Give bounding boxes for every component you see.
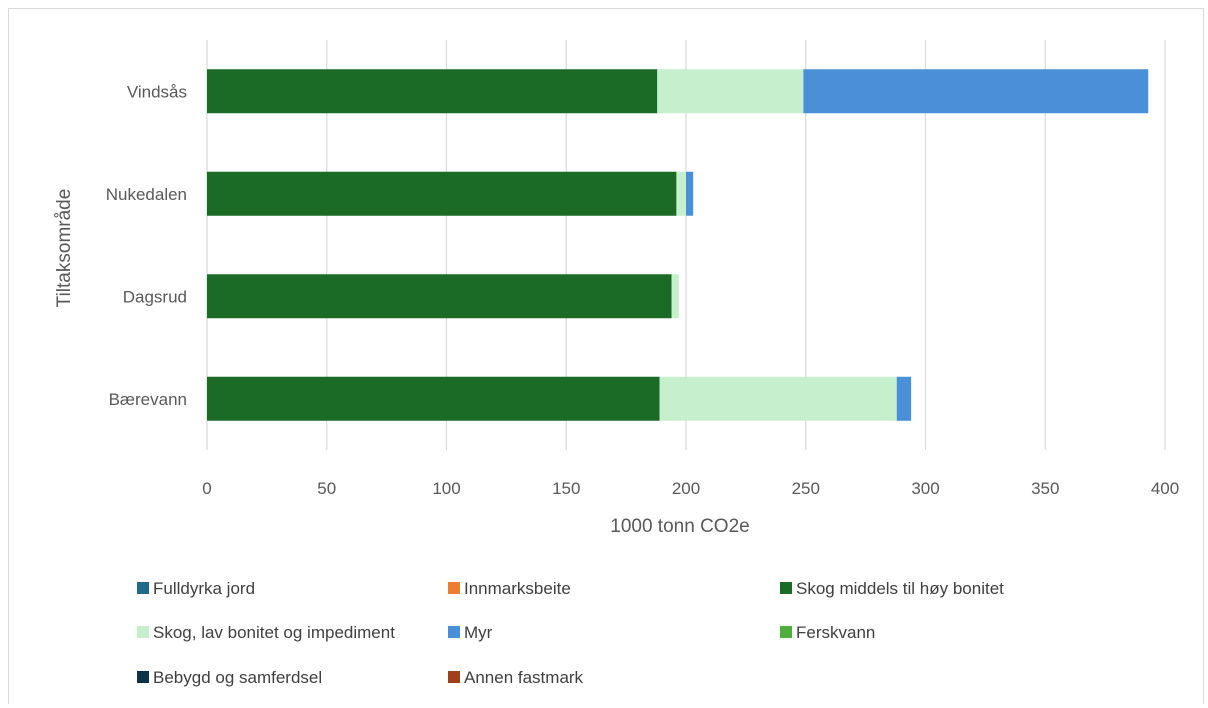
y-tick-label: Vindsås	[127, 82, 187, 101]
legend-swatch	[137, 582, 149, 594]
y-tick-label: Nukedalen	[106, 185, 187, 204]
x-tick-label: 300	[911, 479, 939, 498]
x-tick-label: 250	[792, 479, 820, 498]
x-tick-label: 0	[202, 479, 211, 498]
x-axis-title: 1000 tonn CO2e	[610, 516, 749, 537]
bar-dagsrud-skog-middels-til-høy-bonitet	[207, 274, 672, 319]
legend-label: Innmarksbeite	[464, 579, 571, 598]
y-tick-label: Bærevann	[109, 390, 187, 409]
bar-bærevann-skog-lav-bonitet-og-impediment	[659, 376, 897, 421]
legend-label: Bebygd og samferdsel	[153, 668, 322, 687]
legend-label: Annen fastmark	[464, 668, 584, 687]
y-axis-title: Tiltaksområde	[54, 189, 75, 308]
legend-label: Skog, lav bonitet og impediment	[153, 623, 395, 642]
legend: Fulldyrka jord Innmarksbeite Skog middels …	[137, 579, 1004, 687]
bar-bærevann-skog-middels-til-høy-bonitet	[207, 376, 660, 421]
legend-swatch	[780, 582, 792, 594]
legend-swatch	[137, 626, 149, 638]
x-tick-labels: 0 50 100 150 200 250 300 350 400	[202, 479, 1179, 498]
legend-swatch	[448, 671, 460, 683]
y-tick-label: Dagsrud	[123, 287, 187, 306]
legend-swatch	[448, 582, 460, 594]
legend-label: Ferskvann	[796, 623, 875, 642]
x-tick-label: 50	[317, 479, 336, 498]
legend-swatch	[780, 626, 792, 638]
legend-label: Skog middels til høy bonitet	[796, 579, 1004, 598]
legend-swatch	[137, 671, 149, 683]
bars	[207, 69, 1149, 421]
bar-dagsrud-skog-lav-bonitet-og-impediment	[671, 274, 679, 319]
legend-label: Fulldyrka jord	[153, 579, 255, 598]
x-tick-label: 350	[1031, 479, 1059, 498]
legend-swatch	[448, 626, 460, 638]
legend-label: Myr	[464, 623, 493, 642]
x-tick-label: 150	[552, 479, 580, 498]
bar-vindsås-myr	[803, 69, 1149, 114]
x-tick-label: 400	[1151, 479, 1179, 498]
bar-nukedalen-skog-lav-bonitet-og-impediment	[676, 171, 686, 216]
bar-bærevann-myr	[896, 376, 912, 421]
y-tick-labels: Bærevann Dagsrud Nukedalen Vindsås	[106, 82, 187, 409]
bar-nukedalen-myr	[686, 171, 694, 216]
x-tick-label: 100	[432, 479, 460, 498]
bar-nukedalen-skog-middels-til-høy-bonitet	[207, 171, 677, 216]
bar-vindsås-skog-middels-til-høy-bonitet	[207, 69, 658, 114]
x-tick-label: 200	[672, 479, 700, 498]
bar-vindsås-skog-lav-bonitet-og-impediment	[657, 69, 804, 114]
